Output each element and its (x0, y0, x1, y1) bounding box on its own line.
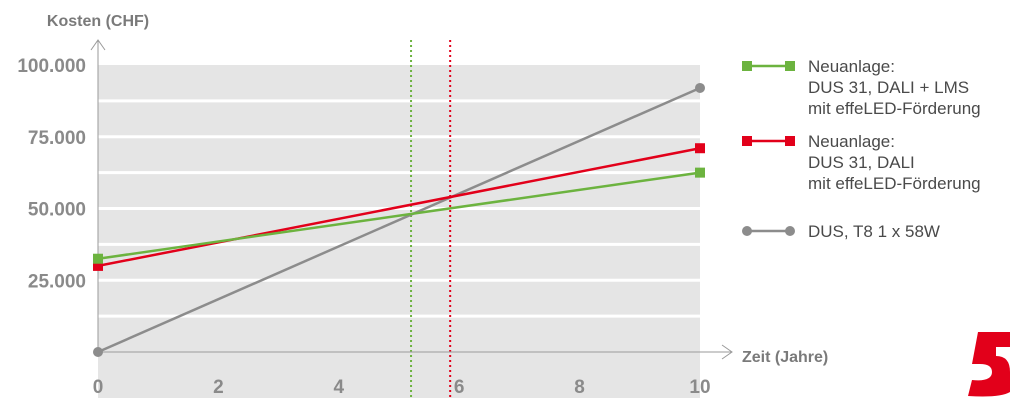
plot-background (98, 65, 700, 398)
x-tick-labels: 0 2 4 6 8 10 (93, 377, 711, 398)
x-tick-label: 10 (689, 377, 710, 398)
x-tick-label: 6 (454, 377, 465, 398)
y-tick-labels: 25.000 50.000 75.000 100.000 (17, 56, 86, 292)
brand-logo-icon (968, 332, 1010, 397)
series-group (93, 82, 705, 357)
legend-marker-red (742, 136, 752, 146)
x-tick-label: 8 (574, 377, 585, 398)
x-tick-label: 4 (334, 377, 345, 398)
data-point-gray (695, 82, 705, 93)
series-line-red (97, 147, 701, 268)
x-axis-arrow-icon (721, 344, 733, 360)
legend-label-red: DUS 31, DALI (808, 153, 915, 172)
legend-marker-gray (742, 226, 752, 236)
data-point-red (695, 143, 705, 154)
legend-marker-gray (785, 226, 795, 236)
y-axis-title: Kosten (CHF) (47, 13, 149, 30)
x-axis-title: Zeit (Jahre) (742, 349, 828, 366)
legend-label-green: Neuanlage: (808, 57, 895, 76)
y-tick-label: 25.000 (28, 271, 86, 292)
legend-label-red: Neuanlage: (808, 132, 895, 151)
legend-label-red: mit effeLED-Förderung (808, 174, 981, 193)
legend-marker-red (785, 136, 795, 146)
y-tick-label: 100.000 (17, 56, 86, 77)
legend-marker-green (785, 61, 795, 71)
data-point-gray (93, 347, 103, 357)
legend-label-gray: DUS, T8 1 x 58W (808, 222, 940, 241)
x-tick-label: 0 (93, 377, 104, 398)
legend-label-green: mit effeLED-Förderung (808, 99, 981, 118)
series-line-gray (97, 86, 701, 354)
series-line-green (97, 171, 701, 260)
legend: Neuanlage: DUS 31, DALI + LMS mit effeLED-… (742, 57, 981, 241)
legend-marker-green (742, 61, 752, 71)
x-tick-label: 2 (213, 377, 224, 398)
y-tick-label: 50.000 (28, 200, 86, 221)
y-axis-arrow-icon (90, 39, 106, 51)
y-tick-label: 75.000 (28, 128, 86, 149)
data-point-green (695, 167, 705, 178)
data-point-red (93, 260, 103, 271)
data-point-green (93, 253, 103, 264)
legend-label-green: DUS 31, DALI + LMS (808, 78, 969, 97)
